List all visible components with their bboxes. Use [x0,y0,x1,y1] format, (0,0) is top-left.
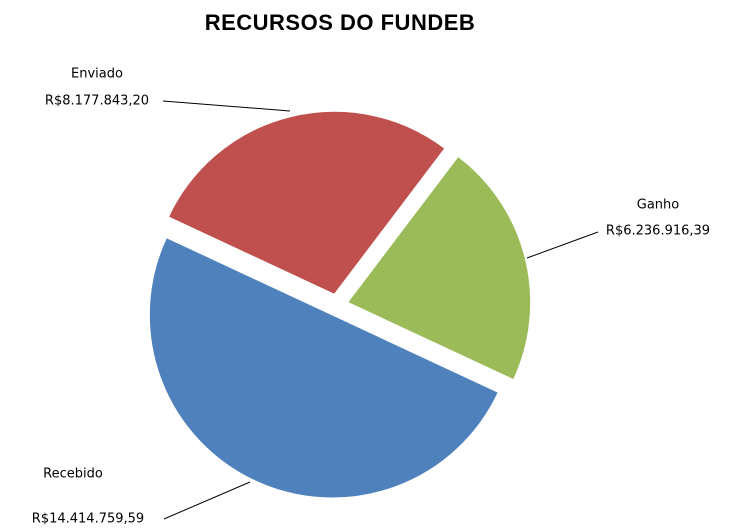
value-label: R$8.177.843,20 [45,94,149,109]
slice-label: Enviado [71,67,123,82]
slice-label: Ganho [637,198,680,213]
value-label: R$6.236.916,39 [606,224,710,239]
leader-line [162,100,291,112]
value-label: R$14.414.759,59 [32,512,144,527]
pie-slice [167,110,446,295]
leader-line [163,481,251,520]
pie-slice [148,236,499,499]
leader-line [526,231,599,259]
slice-label: Recebido [43,467,103,482]
pie-slice [346,155,532,381]
chart-title: RECURSOS DO FUNDEB [205,10,476,35]
